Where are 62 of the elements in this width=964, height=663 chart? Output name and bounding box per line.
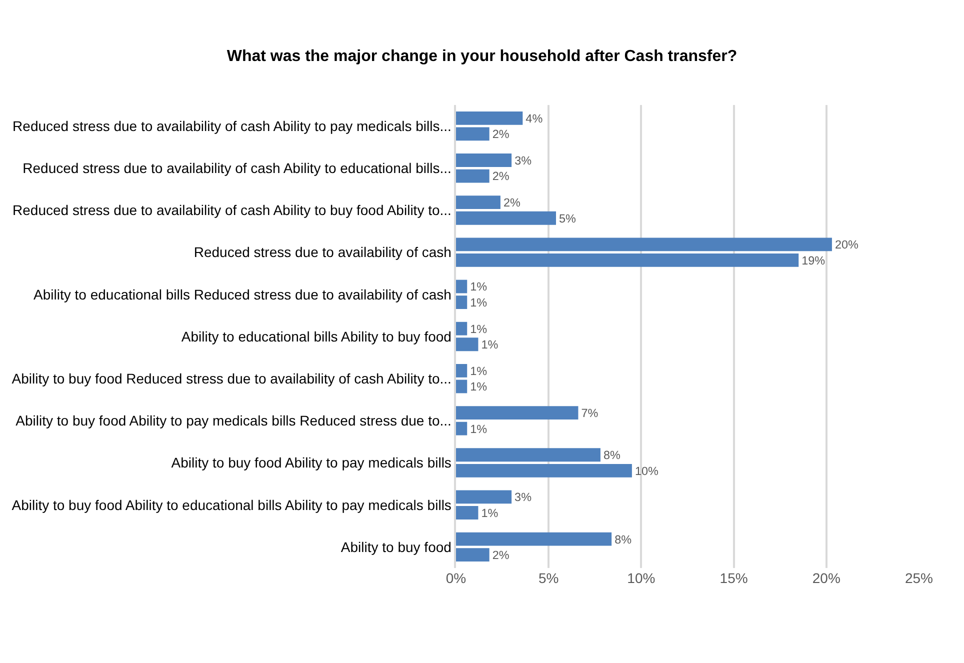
data-label: 1% <box>481 506 498 520</box>
bar <box>456 280 468 294</box>
data-label: 1% <box>470 364 488 378</box>
data-label: 1% <box>470 322 488 336</box>
bar <box>456 111 523 125</box>
data-label: 2% <box>492 128 510 142</box>
data-label: 1% <box>470 280 488 294</box>
y-tick-label: Ability to educational bills Ability to buy food <box>181 328 452 344</box>
bar <box>456 364 468 378</box>
bar <box>456 338 478 352</box>
y-tick-label: Ability to buy food Ability to educational bills Ability to pay medicals bills <box>12 496 452 513</box>
data-label: 1% <box>481 338 499 352</box>
bar <box>456 196 500 210</box>
bar <box>456 406 578 420</box>
data-label: 2% <box>492 170 510 184</box>
bar <box>456 422 468 436</box>
y-tick-label: Ability to buy food Ability to pay medicals bills <box>171 454 452 471</box>
data-label: 8% <box>603 449 621 462</box>
bar <box>456 238 832 252</box>
data-label: 19% <box>802 254 826 268</box>
y-tick-label: Ability to buy food Reduced stress due to availability of cash Ability to... <box>12 370 452 386</box>
y-tick-label: Reduced stress due to availability of cash Ability to educational bills... <box>22 160 452 176</box>
data-label: 2% <box>492 549 510 562</box>
data-label: 1% <box>470 296 488 310</box>
x-tick-label: 15% <box>720 570 748 586</box>
bar <box>456 464 632 478</box>
data-label: 7% <box>581 406 599 420</box>
bar <box>456 322 468 336</box>
data-label: 1% <box>470 422 488 436</box>
bar <box>456 380 468 394</box>
y-tick-label: Reduced stress due to availability of cash Ability to pay medicals bills... <box>12 118 452 134</box>
x-tick-label: 0% <box>446 570 466 586</box>
x-tick-label: 25% <box>904 570 934 586</box>
bar <box>456 254 799 267</box>
bar <box>456 296 468 310</box>
data-label: 8% <box>614 533 632 546</box>
bar <box>456 154 512 167</box>
data-label: 20% <box>834 238 858 252</box>
y-tick-label: Reduced stress due to availability of cash <box>194 244 452 260</box>
bar <box>456 490 512 504</box>
y-tick-label: Ability to educational bills Reduced stress due to availability of cash <box>34 286 452 302</box>
data-label: 4% <box>526 112 543 126</box>
data-label: 10% <box>634 464 658 478</box>
data-label: 3% <box>514 154 532 168</box>
bar <box>456 506 478 520</box>
bar <box>456 127 490 141</box>
y-tick-label: Ability to buy food Ability to pay medicals bills Reduced stress due to... <box>16 412 452 429</box>
y-tick-label: Ability to buy food <box>340 538 452 555</box>
x-tick-label: 5% <box>538 570 559 586</box>
x-tick-label: 10% <box>627 570 656 586</box>
bar <box>456 532 612 546</box>
x-tick-label: 20% <box>812 570 840 586</box>
data-label: 3% <box>514 491 532 504</box>
bar <box>456 211 556 225</box>
chart-title: What was the major change in your household after Cash transfer? <box>226 48 738 65</box>
data-label: 5% <box>559 212 577 226</box>
bar <box>456 548 490 562</box>
y-tick-label: Reduced stress due to availability of cash Ability to buy food Ability to... <box>12 202 452 218</box>
bar <box>456 169 490 183</box>
data-label: 1% <box>470 380 488 394</box>
bar <box>456 448 600 462</box>
data-label: 2% <box>503 196 520 210</box>
